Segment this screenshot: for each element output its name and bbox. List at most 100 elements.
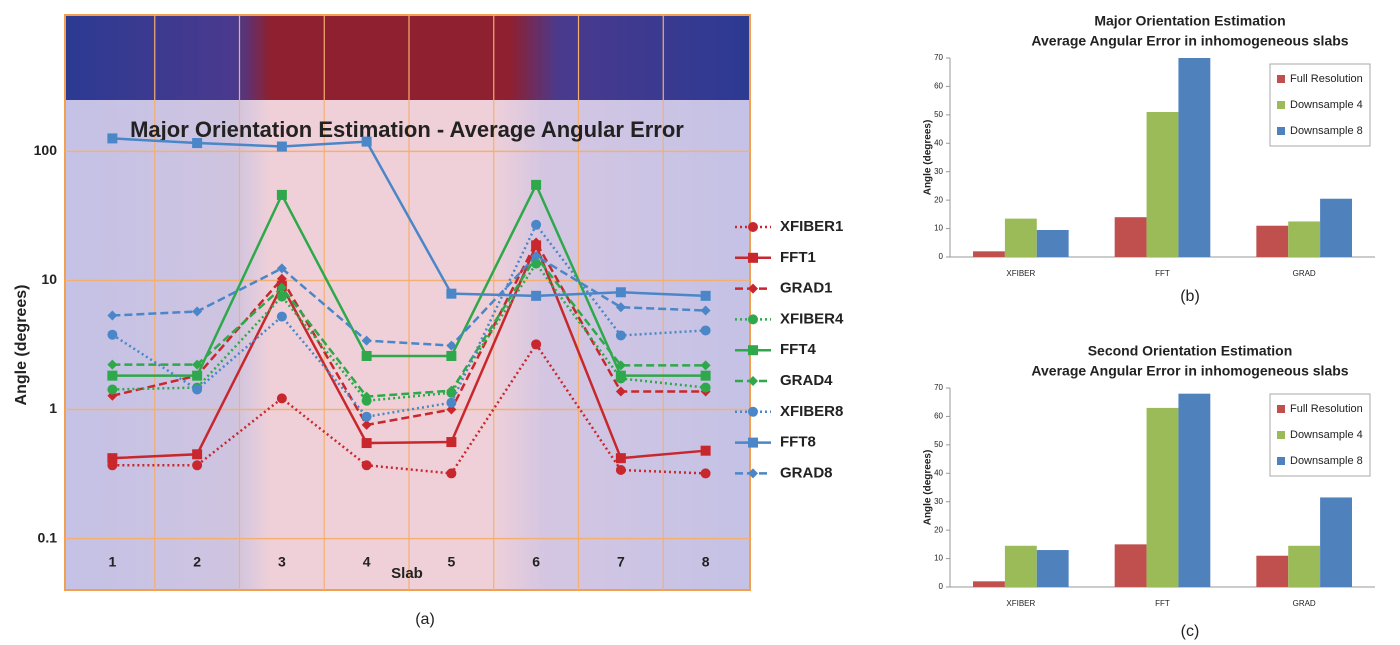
- bar: [1115, 217, 1147, 257]
- marker: [616, 330, 626, 340]
- bar: [973, 251, 1005, 257]
- y-axis-label: Angle (degrees): [923, 120, 934, 196]
- marker: [616, 453, 626, 463]
- marker: [192, 449, 202, 459]
- y-tick-label: 60: [934, 412, 943, 421]
- marker: [748, 314, 758, 324]
- legend-label: Downsample 4: [1290, 429, 1363, 441]
- marker: [616, 465, 626, 475]
- x-tick-label: 2: [193, 554, 201, 570]
- marker: [362, 412, 372, 422]
- y-tick-label: 60: [934, 82, 943, 91]
- y-tick-label: 40: [934, 468, 943, 477]
- chart-subtitle: Average Angular Error in inhomogeneous s…: [1031, 363, 1348, 379]
- y-tick-label: 50: [934, 110, 943, 119]
- x-axis-label: Slab: [391, 565, 423, 582]
- marker: [277, 190, 287, 200]
- y-tick-label: 70: [934, 383, 943, 392]
- marker: [748, 407, 758, 417]
- marker: [192, 460, 202, 470]
- marker: [748, 253, 758, 263]
- legend-label: Full Resolution: [1290, 73, 1363, 85]
- marker: [748, 345, 758, 355]
- bar: [1147, 408, 1179, 587]
- y-tick-label: 1: [49, 400, 57, 416]
- caption: (b): [1180, 288, 1200, 305]
- marker: [446, 468, 456, 478]
- y-tick-label: 100: [34, 142, 58, 158]
- marker: [192, 384, 202, 394]
- legend-swatch: [1277, 127, 1285, 135]
- marker: [531, 339, 541, 349]
- legend-swatch: [1277, 101, 1285, 109]
- legend-label: Downsample 8: [1290, 125, 1363, 137]
- bar: [1320, 497, 1352, 587]
- marker: [701, 446, 711, 456]
- y-tick-label: 20: [934, 195, 943, 204]
- y-tick-label: 20: [934, 525, 943, 534]
- marker: [446, 437, 456, 447]
- x-tick-label: 8: [702, 554, 710, 570]
- bar: [973, 581, 1005, 587]
- marker: [701, 325, 711, 335]
- chart-subtitle: Average Angular Error in inhomogeneous s…: [1031, 33, 1348, 49]
- x-tick-label: 6: [532, 554, 540, 570]
- bar: [1320, 199, 1352, 257]
- y-tick-label: 40: [934, 138, 943, 147]
- y-tick-label: 10: [41, 271, 57, 287]
- marker: [531, 220, 541, 230]
- marker: [446, 398, 456, 408]
- bar: [1288, 221, 1320, 257]
- marker: [107, 330, 117, 340]
- bar: [1115, 544, 1147, 587]
- legend-swatch: [1277, 431, 1285, 439]
- legend-label: Downsample 4: [1290, 99, 1363, 111]
- x-tick-label: GRAD: [1293, 269, 1316, 278]
- legend-label: XFIBER1: [780, 218, 843, 235]
- marker: [362, 351, 372, 361]
- marker: [277, 142, 287, 152]
- bar: [1288, 546, 1320, 587]
- marker: [107, 371, 117, 381]
- x-tick-label: 3: [278, 554, 286, 570]
- legend-swatch: [1277, 75, 1285, 83]
- marker: [616, 287, 626, 297]
- x-tick-label: XFIBER: [1006, 599, 1035, 608]
- marker: [701, 468, 711, 478]
- marker: [362, 438, 372, 448]
- caption: (c): [1181, 623, 1200, 640]
- x-tick-label: FFT: [1155, 599, 1170, 608]
- x-tick-label: 1: [108, 554, 116, 570]
- marker: [107, 384, 117, 394]
- marker: [531, 180, 541, 190]
- figure: 0.111010012345678Major Orientation Estim…: [0, 0, 1400, 645]
- marker: [701, 291, 711, 301]
- marker: [277, 393, 287, 403]
- chart-title: Major Orientation Estimation: [1094, 13, 1285, 29]
- bar: [1256, 226, 1288, 257]
- bar: [1005, 546, 1037, 587]
- bar: [1147, 112, 1179, 257]
- y-tick-label: 10: [934, 224, 943, 233]
- marker: [446, 351, 456, 361]
- marker: [107, 453, 117, 463]
- legend-label: GRAD8: [780, 464, 833, 481]
- marker: [362, 137, 372, 147]
- x-tick-label: 5: [447, 554, 455, 570]
- x-tick-label: 7: [617, 554, 625, 570]
- marker: [701, 371, 711, 381]
- bar: [1037, 230, 1069, 257]
- plot-background: [65, 100, 750, 590]
- legend-label: XFIBER4: [780, 310, 844, 327]
- y-tick-label: 0: [939, 252, 944, 261]
- bar: [1256, 556, 1288, 587]
- y-tick-label: 0.1: [38, 529, 58, 545]
- x-tick-label: GRAD: [1293, 599, 1316, 608]
- bar: [1005, 219, 1037, 257]
- y-tick-label: 30: [934, 497, 943, 506]
- legend-label: GRAD4: [780, 372, 833, 389]
- marker: [748, 222, 758, 232]
- y-axis-label: Angle (degrees): [923, 450, 934, 526]
- bar: [1178, 394, 1210, 587]
- marker: [362, 460, 372, 470]
